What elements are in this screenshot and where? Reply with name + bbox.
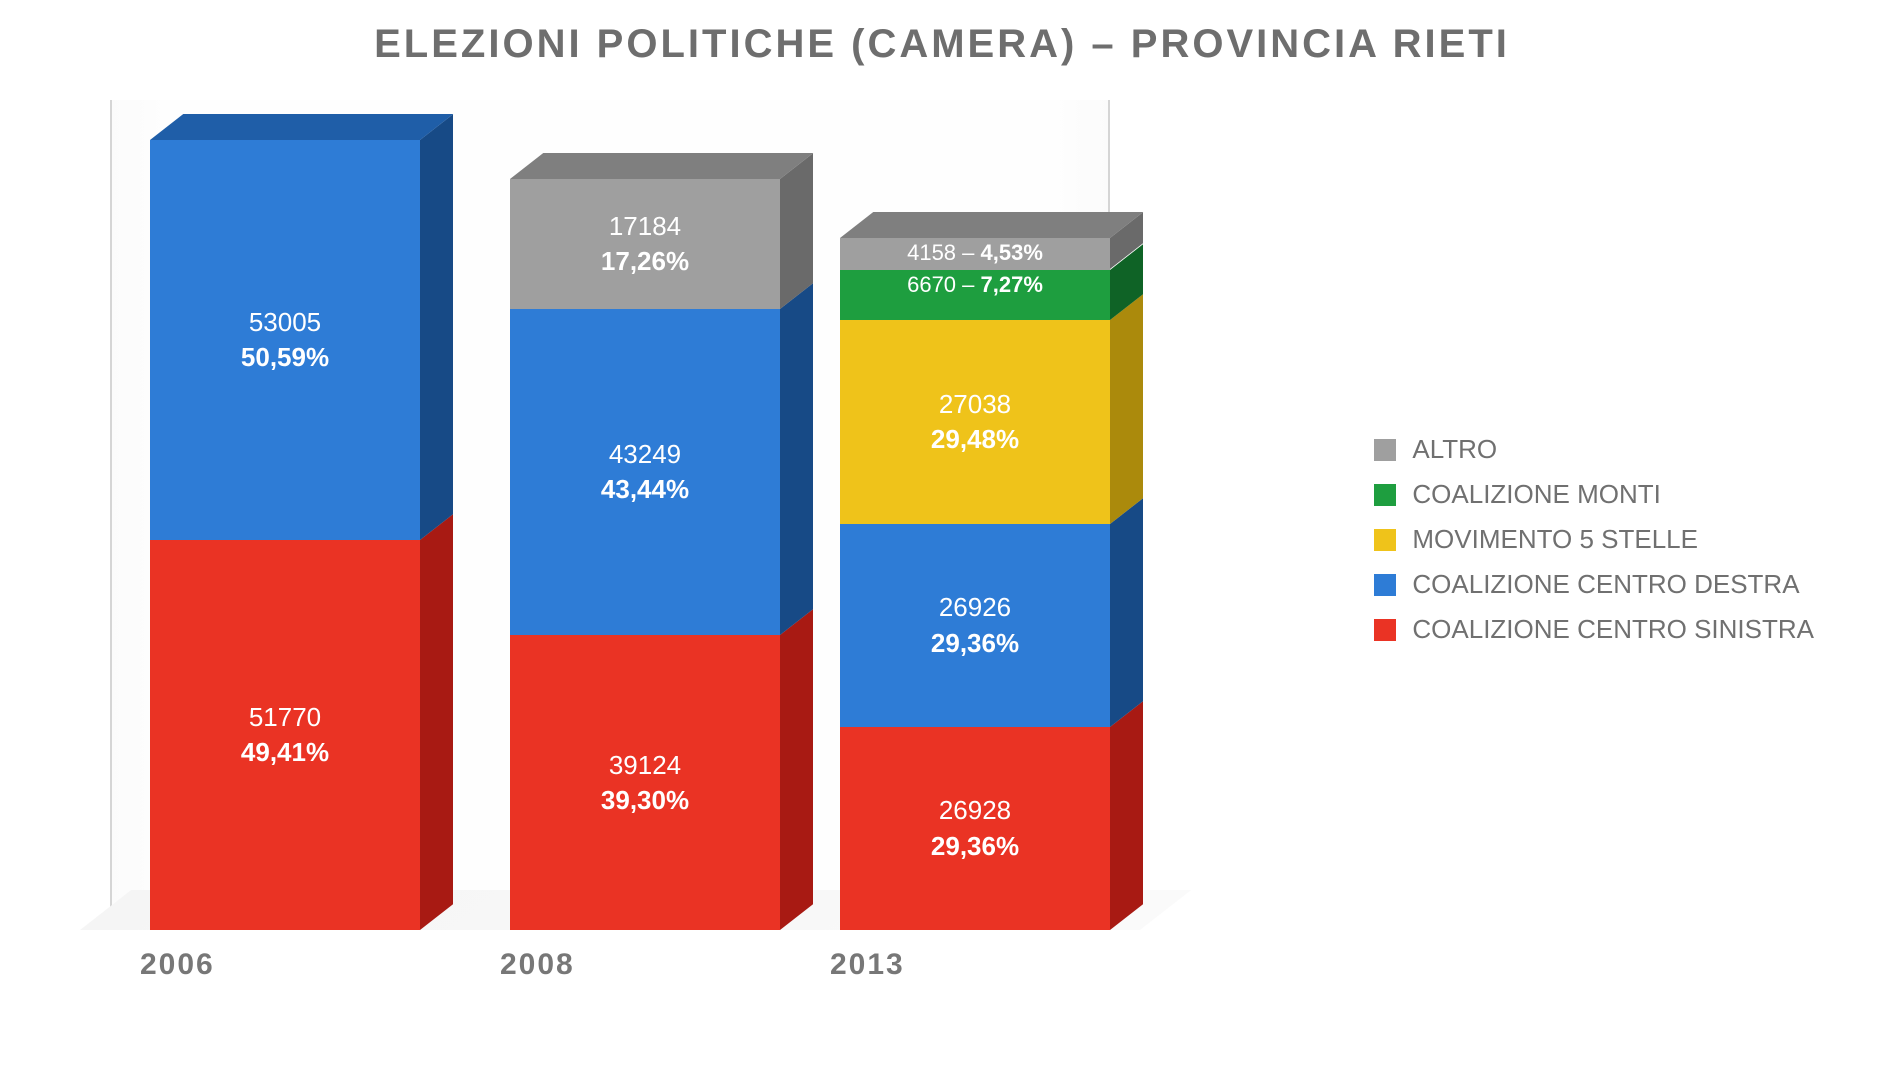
legend-item-altro: ALTRO — [1374, 434, 1814, 465]
segment-label: 2703829,48% — [840, 387, 1110, 457]
legend-item-sinistra: COALIZIONE CENTRO SINISTRA — [1374, 614, 1814, 645]
segment-label: 6670 – 7,27% — [840, 274, 1110, 296]
legend-label: COALIZIONE CENTRO DESTRA — [1412, 569, 1799, 600]
legend-label: COALIZIONE CENTRO SINISTRA — [1412, 614, 1814, 645]
segment-monti: 6670 – 7,27% — [840, 270, 1110, 320]
segment-label: 2692629,36% — [840, 590, 1110, 660]
x-axis-label: 2006 — [140, 948, 290, 982]
x-axis-label: 2008 — [500, 948, 650, 982]
segment-label: 4158 – 4,53% — [840, 242, 1110, 264]
segment-altro: 1718417,26% — [510, 179, 780, 309]
segment-label: 4324943,44% — [510, 437, 780, 507]
segment-destra: 2692629,36% — [840, 524, 1110, 727]
segment-m5s: 2703829,48% — [840, 320, 1110, 524]
segment-destra: 4324943,44% — [510, 309, 780, 635]
segment-label: 5177049,41% — [150, 700, 420, 770]
legend: ALTRO COALIZIONE MONTI MOVIMENTO 5 STELLE C… — [1374, 420, 1814, 659]
segment-altro: 4158 – 4,53% — [840, 238, 1110, 269]
chart-title: ELEZIONI POLITICHE (CAMERA) – PROVINCIA … — [0, 22, 1884, 67]
legend-label: COALIZIONE MONTI — [1412, 479, 1660, 510]
segment-label: 5300550,59% — [150, 305, 420, 375]
legend-swatch — [1374, 529, 1396, 551]
segment-sinistra: 5177049,41% — [150, 540, 420, 930]
legend-swatch — [1374, 619, 1396, 641]
x-axis-label: 2013 — [830, 948, 980, 982]
legend-item-monti: COALIZIONE MONTI — [1374, 479, 1814, 510]
segment-sinistra: 3912439,30% — [510, 635, 780, 930]
legend-label: ALTRO — [1412, 434, 1497, 465]
chart-area: 5177049,41% 5300550,59% 3912439,30% 4324943… — [80, 110, 1140, 970]
legend-swatch — [1374, 484, 1396, 506]
legend-swatch — [1374, 439, 1396, 461]
segment-label: 1718417,26% — [510, 209, 780, 279]
segment-label: 2692829,36% — [840, 793, 1110, 863]
segment-destra: 5300550,59% — [150, 140, 420, 540]
legend-swatch — [1374, 574, 1396, 596]
segment-sinistra: 2692829,36% — [840, 727, 1110, 930]
legend-item-m5s: MOVIMENTO 5 STELLE — [1374, 524, 1814, 555]
legend-item-destra: COALIZIONE CENTRO DESTRA — [1374, 569, 1814, 600]
segment-label: 3912439,30% — [510, 747, 780, 817]
legend-label: MOVIMENTO 5 STELLE — [1412, 524, 1698, 555]
